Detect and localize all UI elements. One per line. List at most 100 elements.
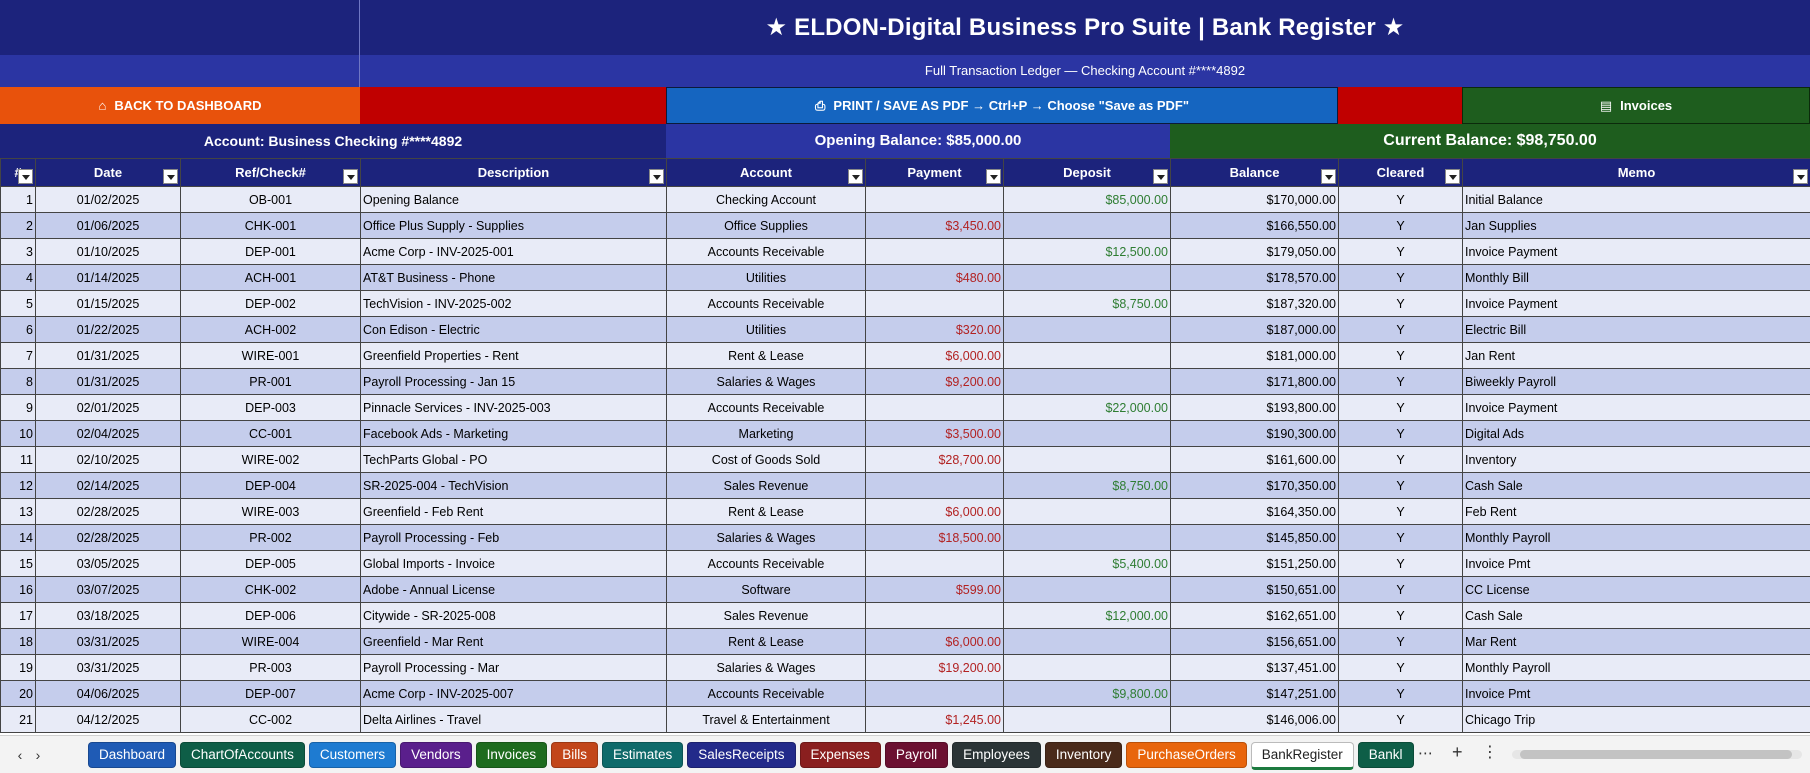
row-number[interactable]: 14 — [0, 524, 36, 551]
deposit-cell[interactable] — [1003, 316, 1171, 343]
description-cell[interactable]: Delta Airlines - Travel — [360, 706, 667, 733]
balance-cell[interactable]: $145,850.00 — [1170, 524, 1339, 551]
memo-cell[interactable]: Invoice Payment — [1462, 290, 1810, 317]
memo-cell[interactable]: Biweekly Payroll — [1462, 368, 1810, 395]
filter-dropdown-icon[interactable] — [18, 169, 33, 184]
memo-cell[interactable]: Invoice Pmt — [1462, 550, 1810, 577]
date-cell[interactable]: 03/31/2025 — [35, 654, 181, 681]
balance-cell[interactable]: $170,350.00 — [1170, 472, 1339, 499]
row-number[interactable]: 5 — [0, 290, 36, 317]
invoices-button[interactable]: ▤ Invoices — [1462, 87, 1810, 124]
memo-cell[interactable]: Jan Rent — [1462, 342, 1810, 369]
deposit-cell[interactable] — [1003, 498, 1171, 525]
memo-cell[interactable]: Invoice Payment — [1462, 238, 1810, 265]
ref-cell[interactable]: WIRE-003 — [180, 498, 361, 525]
description-cell[interactable]: TechParts Global - PO — [360, 446, 667, 473]
tab-expenses[interactable]: Expenses — [799, 742, 881, 768]
payment-cell[interactable]: $6,000.00 — [865, 498, 1004, 525]
ref-cell[interactable]: OB-001 — [180, 186, 361, 213]
tab-invoices[interactable]: Invoices — [475, 742, 548, 768]
date-cell[interactable]: 01/15/2025 — [35, 290, 181, 317]
balance-cell[interactable]: $187,000.00 — [1170, 316, 1339, 343]
filter-dropdown-icon[interactable] — [986, 169, 1001, 184]
date-cell[interactable]: 03/05/2025 — [35, 550, 181, 577]
row-number[interactable]: 7 — [0, 342, 36, 369]
ref-cell[interactable]: ACH-002 — [180, 316, 361, 343]
deposit-cell[interactable] — [1003, 654, 1171, 681]
tab-salesreceipts[interactable]: SalesReceipts — [687, 742, 796, 768]
tab-inventory[interactable]: Inventory — [1044, 742, 1123, 768]
column-header[interactable]: # — [0, 158, 36, 187]
ref-cell[interactable]: WIRE-002 — [180, 446, 361, 473]
memo-cell[interactable]: Monthly Bill — [1462, 264, 1810, 291]
tab-employees[interactable]: Employees — [952, 742, 1041, 768]
account-cell[interactable]: Office Supplies — [666, 212, 866, 239]
account-cell[interactable]: Checking Account — [666, 186, 866, 213]
cleared-cell[interactable]: Y — [1338, 264, 1463, 291]
cleared-cell[interactable]: Y — [1338, 602, 1463, 629]
column-header[interactable]: Balance — [1170, 158, 1339, 187]
account-cell[interactable]: Accounts Receivable — [666, 550, 866, 577]
row-number[interactable]: 8 — [0, 368, 36, 395]
memo-cell[interactable]: Initial Balance — [1462, 186, 1810, 213]
date-cell[interactable]: 01/31/2025 — [35, 342, 181, 369]
cleared-cell[interactable]: Y — [1338, 498, 1463, 525]
date-cell[interactable]: 04/06/2025 — [35, 680, 181, 707]
cleared-cell[interactable]: Y — [1338, 342, 1463, 369]
row-number[interactable]: 1 — [0, 186, 36, 213]
row-number[interactable]: 11 — [0, 446, 36, 473]
account-cell[interactable]: Salaries & Wages — [666, 368, 866, 395]
balance-cell[interactable]: $193,800.00 — [1170, 394, 1339, 421]
print-save-pdf-button[interactable]: ⎙ PRINT / SAVE AS PDF → Ctrl+P → Choose … — [666, 87, 1338, 124]
tab-vendors[interactable]: Vendors — [400, 742, 472, 768]
description-cell[interactable]: Global Imports - Invoice — [360, 550, 667, 577]
date-cell[interactable]: 01/31/2025 — [35, 368, 181, 395]
account-cell[interactable]: Marketing — [666, 420, 866, 447]
memo-cell[interactable]: Monthly Payroll — [1462, 654, 1810, 681]
tab-chartofaccounts[interactable]: ChartOfAccounts — [180, 742, 305, 768]
deposit-cell[interactable] — [1003, 628, 1171, 655]
balance-cell[interactable]: $150,651.00 — [1170, 576, 1339, 603]
ref-cell[interactable]: DEP-005 — [180, 550, 361, 577]
memo-cell[interactable]: Cash Sale — [1462, 602, 1810, 629]
payment-cell[interactable]: $599.00 — [865, 576, 1004, 603]
date-cell[interactable]: 02/14/2025 — [35, 472, 181, 499]
back-to-dashboard-button[interactable]: ⌂ BACK TO DASHBOARD — [0, 87, 360, 124]
ref-cell[interactable]: ACH-001 — [180, 264, 361, 291]
add-sheet-icon[interactable]: + — [1452, 742, 1463, 762]
cleared-cell[interactable]: Y — [1338, 316, 1463, 343]
ref-cell[interactable]: CC-001 — [180, 420, 361, 447]
deposit-cell[interactable] — [1003, 420, 1171, 447]
tab-customers[interactable]: Customers — [308, 742, 397, 768]
memo-cell[interactable]: Inventory — [1462, 446, 1810, 473]
ref-cell[interactable]: DEP-002 — [180, 290, 361, 317]
column-header[interactable]: Deposit — [1003, 158, 1171, 187]
payment-cell[interactable]: $9,200.00 — [865, 368, 1004, 395]
filter-dropdown-icon[interactable] — [1321, 169, 1336, 184]
row-number[interactable]: 21 — [0, 706, 36, 733]
deposit-cell[interactable] — [1003, 576, 1171, 603]
memo-cell[interactable]: Monthly Payroll — [1462, 524, 1810, 551]
tab-dashboard[interactable]: Dashboard — [88, 742, 177, 768]
account-cell[interactable]: Accounts Receivable — [666, 680, 866, 707]
ref-cell[interactable]: DEP-004 — [180, 472, 361, 499]
payment-cell[interactable] — [865, 394, 1004, 421]
description-cell[interactable]: SR-2025-004 - TechVision — [360, 472, 667, 499]
balance-cell[interactable]: $137,451.00 — [1170, 654, 1339, 681]
row-number[interactable]: 12 — [0, 472, 36, 499]
tab-scroll-left-icon[interactable]: ‹ — [17, 747, 23, 763]
balance-cell[interactable]: $156,651.00 — [1170, 628, 1339, 655]
account-cell[interactable]: Salaries & Wages — [666, 654, 866, 681]
ref-cell[interactable]: DEP-007 — [180, 680, 361, 707]
date-cell[interactable]: 03/07/2025 — [35, 576, 181, 603]
row-number[interactable]: 19 — [0, 654, 36, 681]
ref-cell[interactable]: DEP-003 — [180, 394, 361, 421]
balance-cell[interactable]: $190,300.00 — [1170, 420, 1339, 447]
payment-cell[interactable]: $480.00 — [865, 264, 1004, 291]
account-cell[interactable]: Cost of Goods Sold — [666, 446, 866, 473]
column-header[interactable]: Cleared — [1338, 158, 1463, 187]
balance-cell[interactable]: $166,550.00 — [1170, 212, 1339, 239]
column-header[interactable]: Memo — [1462, 158, 1810, 187]
row-number[interactable]: 4 — [0, 264, 36, 291]
filter-dropdown-icon[interactable] — [848, 169, 863, 184]
